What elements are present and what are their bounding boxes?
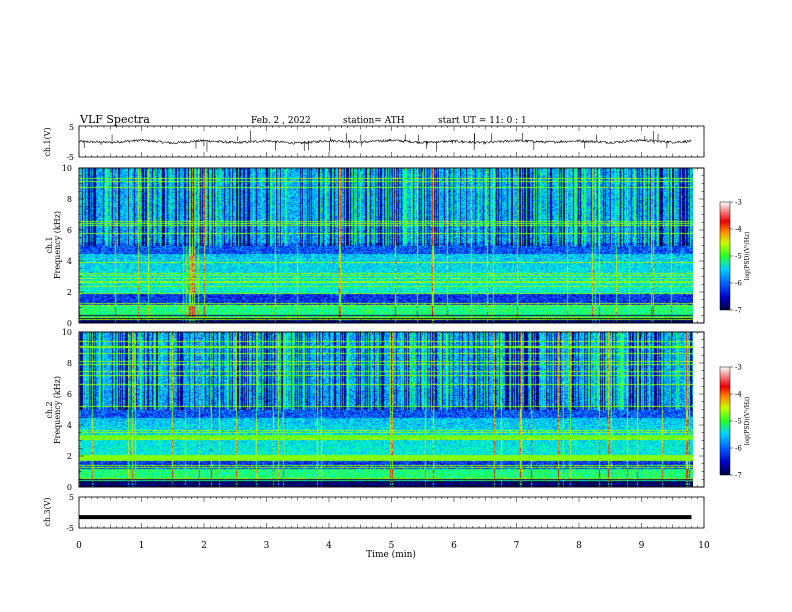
x-tick-label: 9 (639, 541, 645, 551)
frequency-tick-label: 6 (67, 390, 72, 399)
frequency-tick-label: 6 (67, 226, 72, 235)
x-tick-label: 6 (451, 541, 457, 551)
ch1-spectrogram-panel: ch.1 Frequency (kHz) (45, 167, 705, 324)
colorbar-tick-label: -5 (735, 253, 742, 261)
ch2-frequency-label: Frequency (kHz) (53, 376, 62, 444)
frequency-tick-label: 2 (67, 288, 72, 297)
ch2-spectrogram-panel: ch.2 Frequency (kHz) (45, 331, 705, 488)
ch1-colorbar-label: log(PSD)(V²/Hz) (744, 232, 751, 281)
frequency-tick-label: 4 (67, 421, 72, 430)
frequency-tick-label: 10 (62, 328, 72, 337)
ch1-colorbar-gradient (719, 201, 731, 311)
ch3-frame (78, 496, 705, 529)
x-tick-label: 0 (76, 541, 82, 551)
x-axis-label: Time (min) (366, 549, 416, 560)
ch1-ytick-top: 5 (69, 123, 74, 132)
ch2-colorbar (719, 366, 731, 476)
ch1-spikes (83, 130, 668, 152)
colorbar-tick-label: -5 (735, 418, 742, 426)
colorbar-tick-label: -3 (735, 199, 742, 207)
ch3-ytick-top: 5 (69, 493, 74, 502)
frequency-tick-label: 4 (67, 257, 72, 266)
frequency-tick-label: 8 (67, 359, 72, 368)
colorbar-tick-label: -7 (735, 307, 742, 315)
colorbar-tick-label: -3 (735, 364, 742, 372)
x-tick-label: 5 (389, 541, 395, 551)
colorbar-tick-label: -4 (735, 226, 742, 234)
frequency-tick-label: 0 (67, 319, 72, 328)
frequency-tick-label: 10 (62, 164, 72, 173)
colorbar-tick-label: -7 (735, 472, 742, 480)
ch2-colorbar-label: log(PSD)(V²/Hz) (744, 397, 751, 446)
frequency-tick-label: 2 (67, 452, 72, 461)
ch2-colorbar-gradient (719, 366, 731, 476)
station-label: station= ATH (343, 116, 405, 126)
ch1-spectrogram-image (79, 168, 693, 323)
figure-title: VLF Spectra (79, 113, 150, 126)
ch1-trace-line (78, 138, 692, 146)
colorbar-tick-label: -4 (735, 391, 742, 399)
time-axis: 0 1 2 3 4 5 6 7 8 9 10 (76, 541, 710, 551)
ch3-ylabel: ch.3(V) (43, 497, 52, 526)
x-tick-label: 1 (139, 541, 145, 551)
x-tick-label: 2 (201, 541, 207, 551)
colorbar-tick-label: -6 (735, 280, 742, 288)
frequency-tick-label: 8 (67, 195, 72, 204)
ch2-spectrogram-image (79, 332, 693, 487)
date-label: Feb. 2 , 2022 (251, 116, 311, 126)
x-tick-label: 7 (514, 541, 520, 551)
ch1-colorbar (719, 201, 731, 311)
ch1-ylabel: ch.1(V) (43, 127, 52, 156)
x-tick-label: 3 (264, 541, 270, 551)
colorbar-tick-label: -6 (735, 445, 742, 453)
ch1-frequency-label: Frequency (kHz) (53, 211, 62, 279)
x-tick-label: 4 (326, 541, 332, 551)
ch2-channel-label: ch.2 (45, 401, 54, 418)
ch3-waveform-panel: 5 -5 ch.3(V) (43, 493, 705, 533)
x-tick-label: 8 (576, 541, 582, 551)
ch3-ytick-bottom: -5 (66, 524, 74, 533)
frequency-tick-label: 0 (67, 483, 72, 492)
ch1-channel-label: ch.1 (45, 236, 54, 253)
ch1-waveform-panel: 5 -5 ch.1(V) (43, 123, 705, 162)
start-time-label: start UT = 11: 0 : 1 (438, 116, 527, 126)
colorbar-ticks: -3 -4 -5 -6 -7 -3 -4 -5 -6 -7 (730, 199, 742, 480)
ch1-ytick-bottom: -5 (66, 153, 74, 162)
x-tick-label: 10 (698, 541, 710, 551)
